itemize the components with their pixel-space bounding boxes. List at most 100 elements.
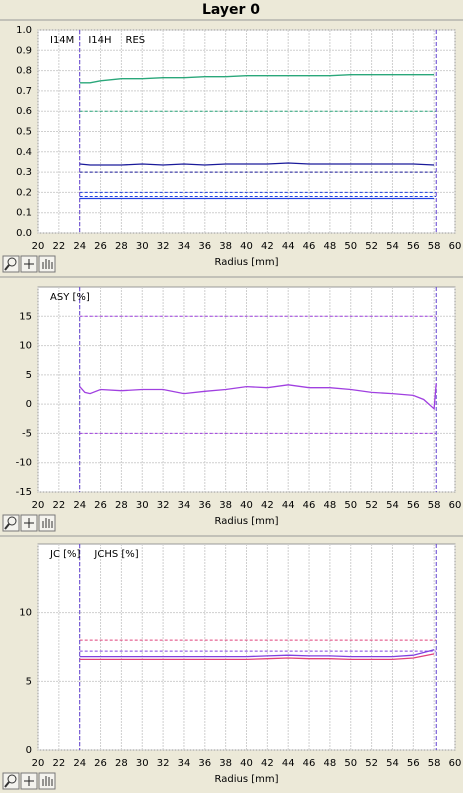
y-tick-label: 0.1: [16, 208, 32, 219]
x-tick-label: 48: [324, 758, 337, 769]
x-tick-label: 54: [386, 758, 399, 769]
x-tick-label: 60: [449, 241, 462, 252]
x-tick-label: 58: [428, 241, 441, 252]
x-tick-label: 38: [219, 241, 232, 252]
x-tick-label: 60: [449, 758, 462, 769]
legend-entry: RES: [126, 35, 146, 46]
x-tick-label: 40: [240, 758, 253, 769]
legend-entry: I14M: [50, 35, 74, 46]
x-tick-label: 54: [386, 500, 399, 511]
zoom-icon: [7, 516, 17, 526]
series-line: [79, 649, 435, 658]
x-tick-label: 44: [282, 241, 295, 252]
x-tick-label: 34: [178, 500, 191, 511]
title-bar: [0, 0, 463, 20]
x-tick-label: 28: [115, 758, 128, 769]
x-tick-label: 58: [428, 500, 441, 511]
y-tick-label: 1.0: [16, 25, 32, 36]
x-tick-label: 30: [136, 758, 149, 769]
x-tick-label: 24: [73, 758, 86, 769]
series-line: [79, 162, 435, 166]
y-tick-label: 10: [19, 608, 32, 619]
x-tick-label: 48: [324, 500, 337, 511]
x-tick-label: 42: [261, 500, 274, 511]
x-tick-label: 48: [324, 241, 337, 252]
y-tick-label: 0.3: [16, 167, 32, 178]
x-tick-label: 52: [365, 758, 378, 769]
x-tick-label: 52: [365, 500, 378, 511]
x-tick-label: 34: [178, 758, 191, 769]
window-title: Layer 0: [202, 2, 260, 18]
x-tick-label: 50: [344, 758, 357, 769]
x-tick-label: 46: [303, 241, 316, 252]
x-tick-label: 42: [261, 241, 274, 252]
y-tick-label: -10: [16, 458, 32, 469]
toolbar-pan-button[interactable]: [38, 514, 56, 532]
y-tick-label: 0.7: [16, 86, 32, 97]
x-tick-label: 52: [365, 241, 378, 252]
zoom-icon: [7, 774, 17, 784]
x-tick-label: 34: [178, 241, 191, 252]
x-tick-label: 46: [303, 500, 316, 511]
legend-entry: ASY [%]: [50, 292, 90, 303]
y-tick-label: 10: [19, 341, 32, 352]
x-tick-label: 20: [32, 241, 45, 252]
zoom-icon: [4, 523, 10, 530]
legend-entry: JCHS [%]: [93, 549, 138, 560]
x-tick-label: 24: [73, 500, 86, 511]
x-tick-label: 22: [52, 500, 65, 511]
x-tick-label: 22: [52, 758, 65, 769]
zoom-icon: [4, 781, 10, 788]
toolbar-pan-button[interactable]: [38, 772, 56, 790]
hand-icon: [42, 518, 53, 528]
legend-entry: JC [%]: [49, 549, 81, 560]
x-tick-label: 26: [94, 758, 107, 769]
x-tick-label: 28: [115, 241, 128, 252]
x-axis-label: Radius [mm]: [215, 516, 279, 527]
y-tick-label: 0.9: [16, 45, 32, 56]
x-tick-label: 40: [240, 241, 253, 252]
x-tick-label: 46: [303, 758, 316, 769]
y-tick-label: -5: [22, 428, 32, 439]
x-tick-label: 40: [240, 500, 253, 511]
zoom-icon: [4, 264, 10, 271]
x-tick-label: 28: [115, 500, 128, 511]
y-tick-label: 0.2: [16, 187, 32, 198]
y-tick-label: 0.5: [16, 127, 32, 138]
hand-icon: [42, 776, 53, 786]
x-tick-label: 44: [282, 758, 295, 769]
x-tick-label: 24: [73, 241, 86, 252]
series-line: [79, 74, 435, 84]
y-tick-label: 0.8: [16, 66, 32, 77]
x-tick-label: 22: [52, 241, 65, 252]
zoom-icon: [7, 257, 17, 267]
x-tick-label: 36: [198, 241, 211, 252]
series-line: [79, 383, 437, 411]
y-tick-label: 5: [26, 676, 32, 687]
x-tick-label: 50: [344, 241, 357, 252]
y-tick-label: 5: [26, 370, 32, 381]
y-tick-label: -15: [16, 487, 32, 498]
x-tick-label: 38: [219, 758, 232, 769]
x-tick-label: 26: [94, 500, 107, 511]
x-tick-label: 26: [94, 241, 107, 252]
toolbar-pan-button[interactable]: [38, 255, 56, 273]
x-tick-label: 50: [344, 500, 357, 511]
y-tick-label: 0.0: [16, 228, 32, 239]
hand-icon: [42, 259, 53, 269]
y-tick-label: 0: [26, 745, 32, 756]
y-tick-label: 0.4: [16, 147, 32, 158]
x-axis-label: Radius [mm]: [215, 774, 279, 785]
x-tick-label: 42: [261, 758, 274, 769]
x-tick-label: 58: [428, 758, 441, 769]
x-tick-label: 56: [407, 241, 420, 252]
series-line: [79, 653, 435, 661]
y-tick-label: 0.6: [16, 106, 32, 117]
x-tick-label: 32: [157, 758, 170, 769]
x-tick-label: 30: [136, 241, 149, 252]
x-tick-label: 38: [219, 500, 232, 511]
x-tick-label: 32: [157, 241, 170, 252]
x-tick-label: 56: [407, 758, 420, 769]
x-tick-label: 54: [386, 241, 399, 252]
